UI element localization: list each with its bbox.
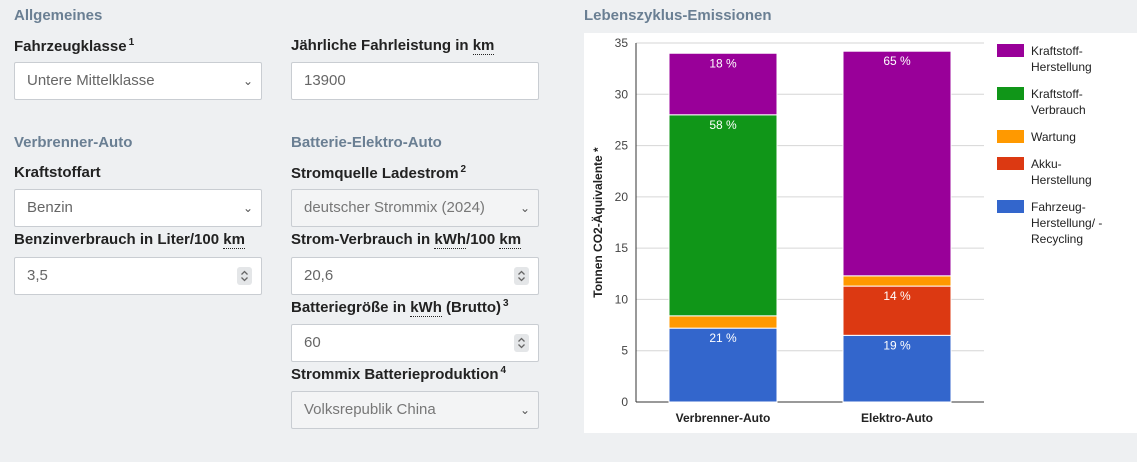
y-tick-label: 20 xyxy=(615,190,629,204)
section-title-chart: Lebenszyklus-Emissionen xyxy=(584,7,772,24)
unit-kwh: kWh xyxy=(434,231,467,249)
bar-segment xyxy=(668,315,778,329)
stepper-arrows-icon xyxy=(241,270,248,282)
legend-swatch xyxy=(997,87,1024,100)
bar-data-label: 19 % xyxy=(883,338,911,352)
power-consumption-input[interactable]: 20,6 xyxy=(291,257,539,295)
legend-swatch xyxy=(997,157,1024,170)
bar-segment xyxy=(668,114,778,317)
power-source-label: Stromquelle Ladestrom 2 xyxy=(291,164,466,182)
legend-swatch xyxy=(997,130,1024,143)
vehicle-class-label-text: Fahrzeugklasse xyxy=(14,38,127,55)
unit-km: km xyxy=(223,231,245,249)
fuel-consumption-value: 3,5 xyxy=(27,267,48,284)
power-consumption-value: 20,6 xyxy=(304,267,334,284)
bar-segment xyxy=(668,52,778,116)
vehicle-class-label: Fahrzeugklasse 1 xyxy=(14,37,134,55)
bar-segment xyxy=(842,285,952,336)
emissions-chart: 0 5 10 15 20 25 30 35 Tonnen CO2-Äquivalente * 21… xyxy=(590,36,1102,425)
power-source-label-text: Stromquelle Ladestrom xyxy=(291,165,459,182)
footnote-3[interactable]: 3 xyxy=(503,298,509,309)
stepper-arrows-icon xyxy=(518,337,525,349)
legend-swatch xyxy=(997,44,1024,57)
unit-km: km xyxy=(472,37,495,55)
emissions-chart-panel: 0 5 10 15 20 25 30 35 Tonnen CO2-Äquivalente * 21… xyxy=(584,33,1137,433)
fuel-consumption-label: Benzinverbrauch in Liter/100 km xyxy=(14,231,245,249)
fuel-type-label: Kraftstoffart xyxy=(14,164,101,181)
battery-mix-value: Volksrepublik China xyxy=(304,401,436,418)
legend-label: Fahrzeug- xyxy=(1031,200,1086,214)
bar-data-label: 21 % xyxy=(709,331,737,345)
annual-mileage-label-text: Jährliche Fahrleistung in xyxy=(291,37,473,54)
legend-label: Herstellung xyxy=(1031,173,1092,187)
footnote-4[interactable]: 4 xyxy=(500,365,507,376)
footnote-1[interactable]: 1 xyxy=(128,37,135,48)
chevron-down-icon: ⌄ xyxy=(242,74,253,88)
battery-size-input[interactable]: 60 xyxy=(291,324,539,362)
legend-label: Verbrauch xyxy=(1031,103,1086,117)
number-stepper[interactable] xyxy=(237,267,252,285)
y-tick-label: 25 xyxy=(615,139,629,153)
power-consumption-label-text: Strom-Verbrauch in xyxy=(291,231,435,248)
y-tick-label: 0 xyxy=(621,395,628,409)
y-tick-label: 15 xyxy=(615,241,629,255)
y-axis-title: Tonnen CO2-Äquivalente * xyxy=(590,147,605,298)
bar-data-label: 14 % xyxy=(883,289,911,303)
stepper-arrows-icon xyxy=(518,270,525,282)
bar-data-label: 18 % xyxy=(709,56,737,70)
battery-size-label-suffix: (Brutto) xyxy=(441,299,502,316)
fuel-type-label-text: Kraftstoffart xyxy=(14,164,101,181)
y-tick-label: 35 xyxy=(615,36,629,50)
chevron-down-icon: ⌄ xyxy=(519,403,530,417)
x-category-label: Elektro-Auto xyxy=(861,411,933,425)
legend-swatch xyxy=(997,200,1024,213)
chevron-down-icon: ⌄ xyxy=(519,201,530,215)
power-source-value: deutscher Strommix (2024) xyxy=(304,199,485,216)
section-title-electric: Batterie-Elektro-Auto xyxy=(291,134,442,151)
bar-data-label: 65 % xyxy=(883,54,911,68)
bar-segment xyxy=(842,275,952,287)
battery-size-value: 60 xyxy=(304,334,321,351)
number-stepper[interactable] xyxy=(514,334,529,352)
annual-mileage-label: Jährliche Fahrleistung in km xyxy=(291,37,495,55)
annual-mileage-value: 13900 xyxy=(304,72,346,89)
x-category-label: Verbrenner-Auto xyxy=(676,411,771,425)
unit-kwh: kWh xyxy=(410,299,442,317)
footnote-2[interactable]: 2 xyxy=(460,164,467,175)
annual-mileage-input[interactable]: 13900 xyxy=(291,62,539,100)
battery-size-label: Batteriegröße in kWh (Brutto) 3 xyxy=(291,298,509,317)
fuel-type-value: Benzin xyxy=(27,199,73,216)
section-title-general: Allgemeines xyxy=(14,7,103,24)
chevron-down-icon: ⌄ xyxy=(242,201,253,215)
battery-mix-label-text: Strommix Batterieproduktion xyxy=(291,366,499,383)
legend-label: Herstellung/ - xyxy=(1031,216,1102,230)
y-tick-label: 10 xyxy=(615,292,629,306)
section-title-combustion: Verbrenner-Auto xyxy=(14,134,133,151)
legend-label: Herstellung xyxy=(1031,60,1092,74)
legend-label: Akku- xyxy=(1031,157,1062,171)
vehicle-class-value: Untere Mittelklasse xyxy=(27,72,155,89)
fuel-consumption-input[interactable]: 3,5 xyxy=(14,257,262,295)
fuel-type-select[interactable]: Benzin ⌄ xyxy=(14,189,262,227)
legend-label: Kraftstoff- xyxy=(1031,87,1083,101)
y-tick-label: 30 xyxy=(615,87,629,101)
bar-segment xyxy=(842,50,952,277)
y-tick-label: 5 xyxy=(621,344,628,358)
vehicle-class-select[interactable]: Untere Mittelklasse ⌄ xyxy=(14,62,262,100)
unit-km: km xyxy=(499,231,522,249)
battery-mix-select[interactable]: Volksrepublik China ⌄ xyxy=(291,391,539,429)
number-stepper[interactable] xyxy=(514,267,529,285)
bar-segment xyxy=(842,334,952,403)
battery-size-label-text: Batteriegröße in xyxy=(291,299,411,316)
battery-mix-label: Strommix Batterieproduktion 4 xyxy=(291,365,506,383)
legend-label: Recycling xyxy=(1031,232,1083,246)
power-consumption-label: Strom-Verbrauch in kWh/100 km xyxy=(291,231,522,249)
legend-label: Wartung xyxy=(1031,130,1076,144)
bar-data-label: 58 % xyxy=(709,118,737,132)
fuel-consumption-label-text: Benzinverbrauch in Liter/100 xyxy=(14,231,224,248)
legend-label: Kraftstoff- xyxy=(1031,44,1083,58)
power-consumption-label-mid: /100 xyxy=(466,231,500,248)
power-source-select[interactable]: deutscher Strommix (2024) ⌄ xyxy=(291,189,539,227)
